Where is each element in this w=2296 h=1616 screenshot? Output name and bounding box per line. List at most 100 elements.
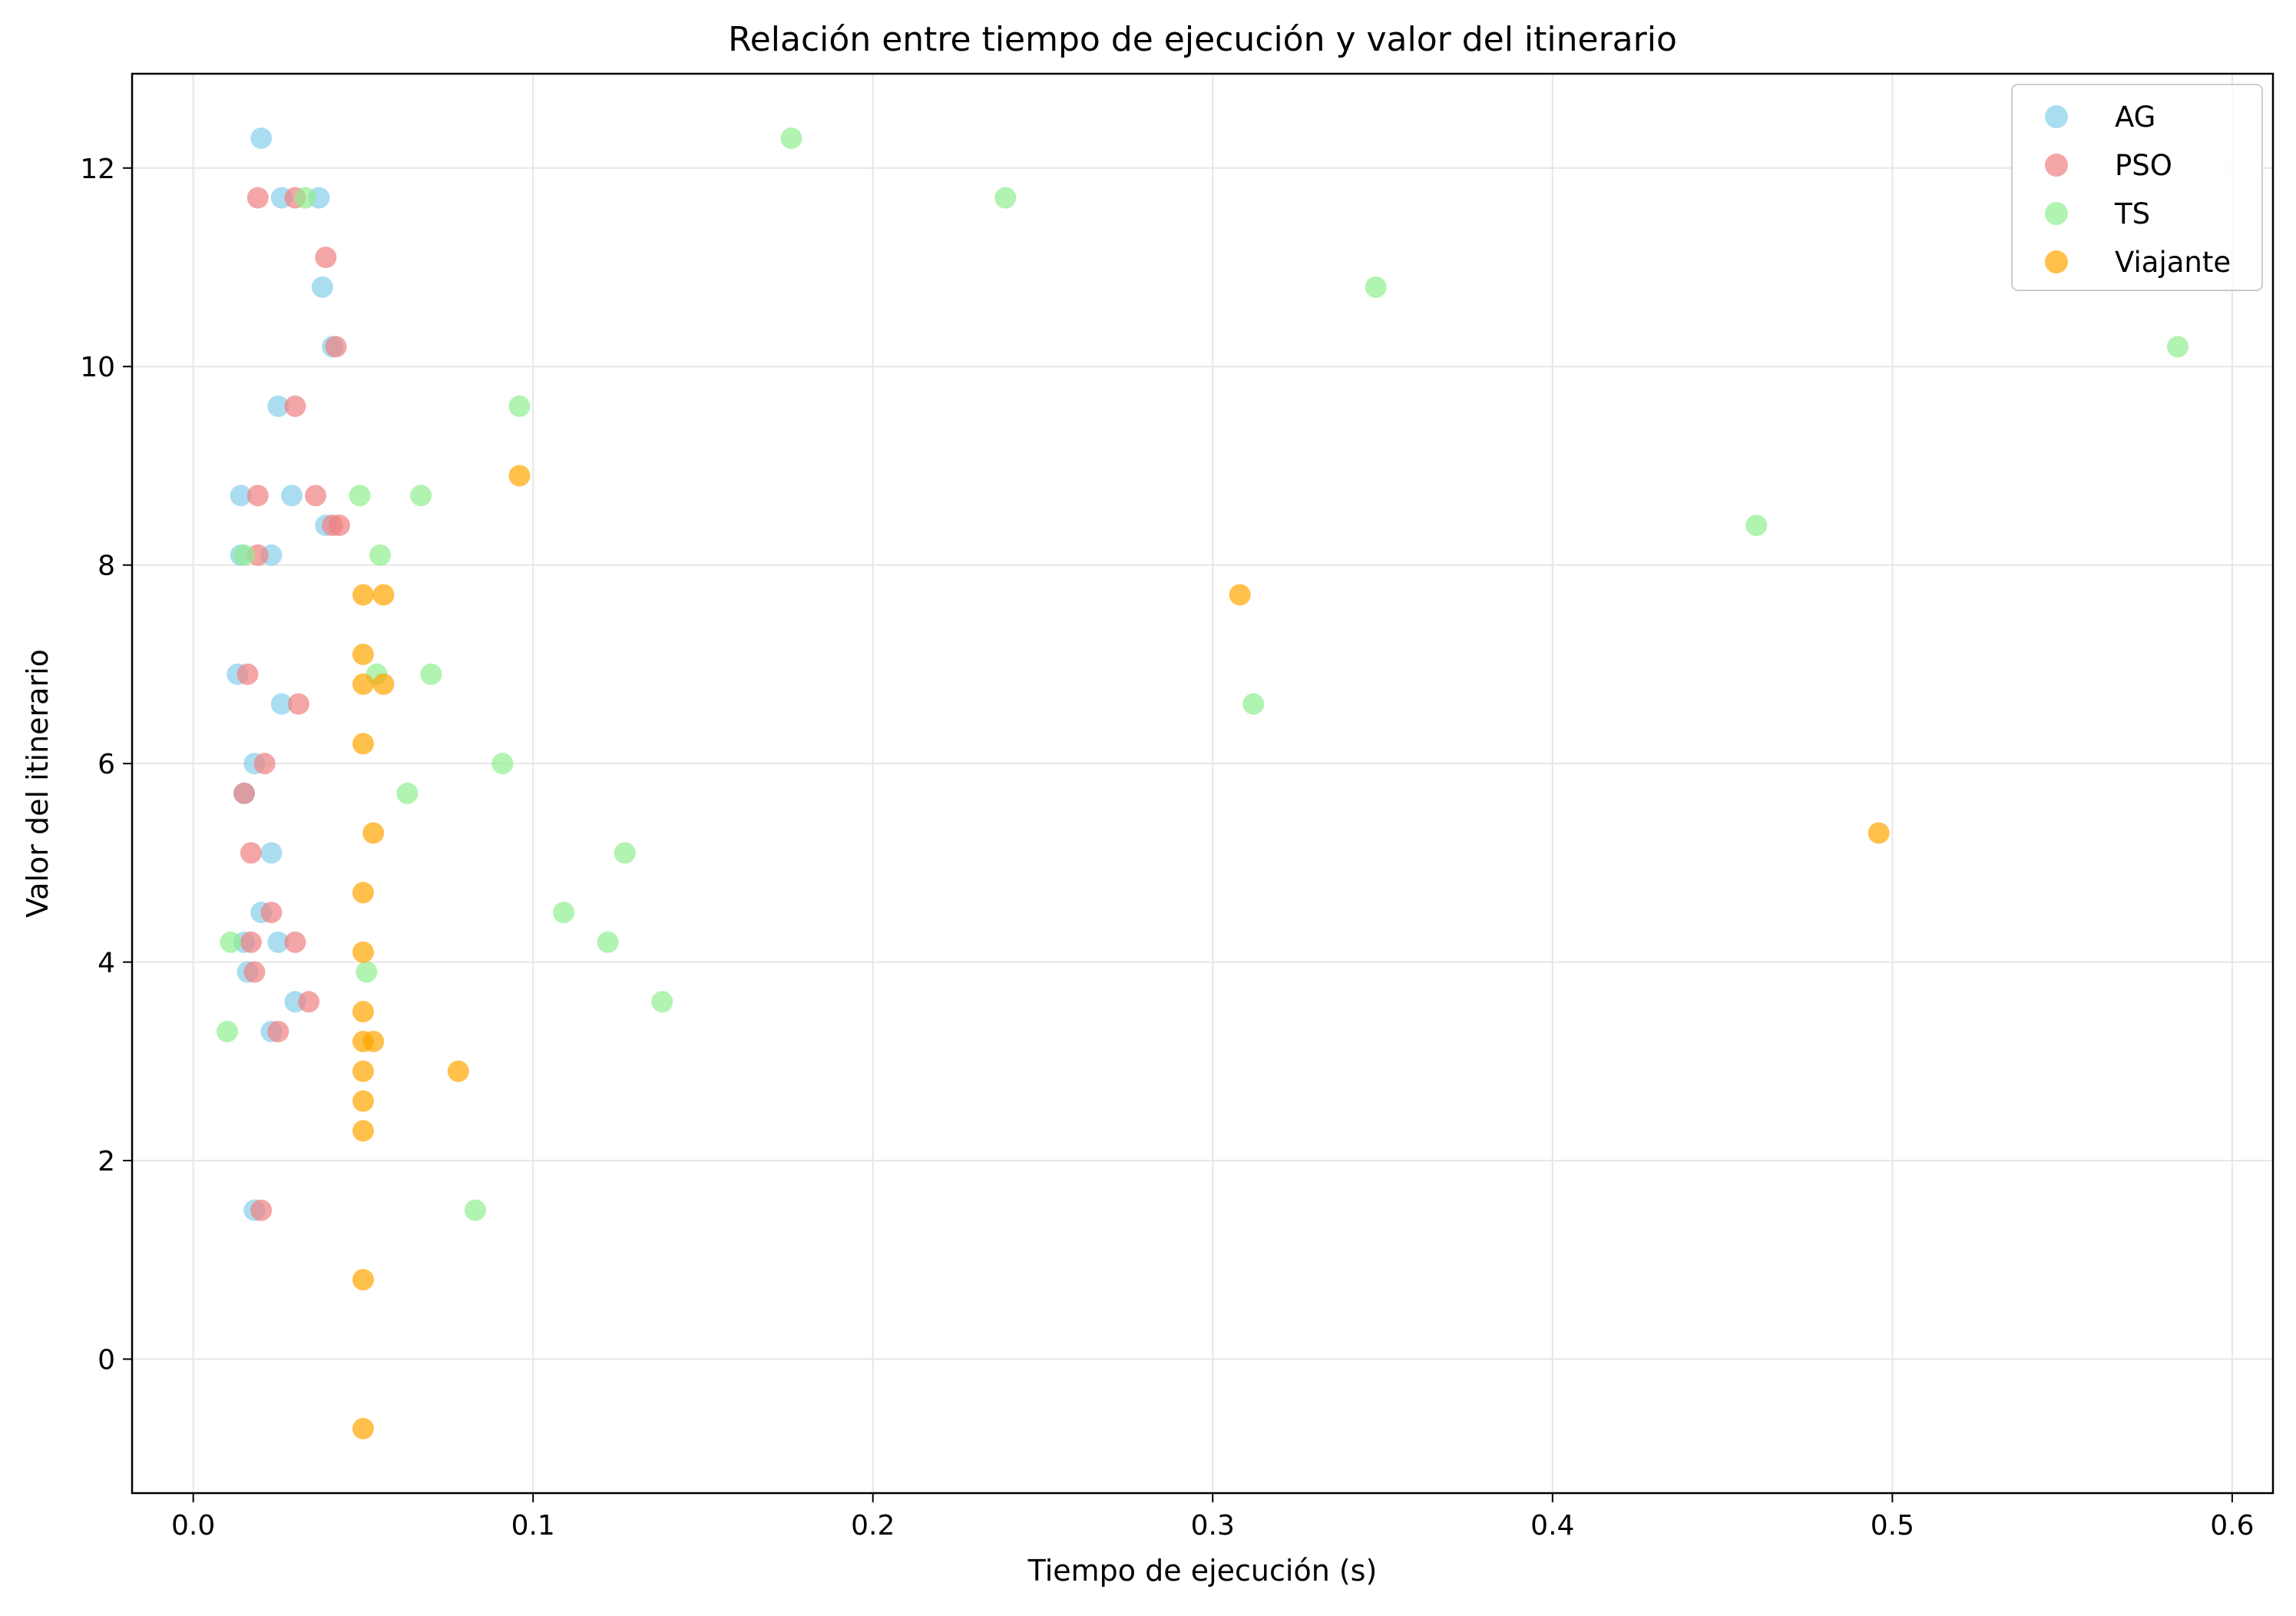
legend-marker [2045,105,2068,128]
plot-frame [131,72,2274,1495]
data-point [994,187,1017,209]
data-point [294,187,316,209]
x-axis-label: Tiempo de ejecución (s) [1027,1554,1378,1588]
data-point [349,485,371,507]
data-point [396,782,419,804]
data-point [1868,822,1890,844]
data-point [284,931,306,953]
legend-marker [2045,202,2068,225]
data-point [356,961,378,983]
data-point [372,673,395,695]
data-point [420,663,442,685]
data-point [304,485,326,507]
data-point [1745,515,1768,536]
data-point [352,644,374,665]
axis-ticks: 0.0 0.1 0.2 0.3 0.4 0.5 0.6 0 2 4 6 8 10 12 [80,154,2254,1541]
data-point [491,753,514,775]
chart-title: Relación entre tiempo de ejecución y val… [728,20,1677,59]
data-point [280,485,303,507]
data-point [287,693,309,715]
data-point [1242,693,1265,715]
data-point [220,931,242,953]
x-tick-label: 0.1 [511,1510,555,1541]
data-point [362,1031,385,1052]
data-point [352,1001,374,1023]
data-point [464,1199,486,1221]
data-point [315,247,337,269]
legend-marker [2045,154,2068,177]
data-point [1229,584,1251,606]
data-point [233,782,256,804]
data-point [597,931,619,953]
data-point [240,842,262,864]
legend-label: AG [2115,101,2155,134]
y-tick-label: 0 [98,1345,115,1376]
x-tick-label: 0.4 [1530,1510,1574,1541]
data-point [260,902,283,923]
data-point [352,1418,374,1439]
data-point [284,395,306,417]
legend-label: TS [2114,197,2150,230]
data-points [216,127,2189,1439]
data-point [260,842,283,864]
data-point [352,1269,374,1291]
data-point [328,515,350,536]
series-ts [216,127,2189,1221]
data-point [352,673,374,695]
data-point [780,127,802,149]
data-point [267,395,289,417]
data-point [352,733,374,755]
y-tick-label: 8 [98,551,115,582]
data-point [410,485,432,507]
data-point [267,1021,289,1043]
data-point [253,753,276,775]
x-tick-label: 0.2 [851,1510,895,1541]
x-tick-label: 0.5 [1871,1510,1914,1541]
legend-box [2011,84,2263,291]
data-point [250,127,273,149]
data-point [298,991,320,1013]
data-point [508,395,531,417]
data-point [311,276,333,298]
legend: AG PSO TS Viajante [2011,84,2263,291]
data-point [246,485,269,507]
data-point [352,1120,374,1142]
legend-label: PSO [2115,149,2172,182]
data-point [352,584,374,606]
data-point [270,693,293,715]
data-point [447,1060,469,1082]
data-point [230,485,252,507]
y-tick-label: 4 [98,948,115,979]
data-point [250,1199,273,1221]
y-axis-label: Valor del itinerario [21,649,55,918]
data-point [1365,276,1387,298]
data-point [362,822,385,844]
data-point [352,1060,374,1082]
y-tick-label: 2 [98,1146,115,1177]
y-tick-label: 12 [80,154,115,185]
data-point [352,941,374,963]
data-point [651,991,673,1013]
data-point [240,931,262,953]
legend-marker [2045,250,2068,273]
data-point [2167,336,2189,358]
data-point [352,882,374,904]
data-point [553,902,575,923]
grid-lines [132,74,2273,1493]
data-point [216,1021,238,1043]
data-point [352,1090,374,1112]
data-point [325,336,347,358]
data-point [372,584,395,606]
legend-label: Viajante [2115,246,2231,279]
data-point [614,842,636,864]
x-tick-label: 0.3 [1191,1510,1235,1541]
data-point [246,187,269,209]
data-point [508,465,531,487]
x-tick-label: 0.6 [2210,1510,2254,1541]
data-point [267,931,289,953]
data-point [237,663,259,685]
x-tick-label: 0.0 [171,1510,215,1541]
data-point [243,961,266,983]
